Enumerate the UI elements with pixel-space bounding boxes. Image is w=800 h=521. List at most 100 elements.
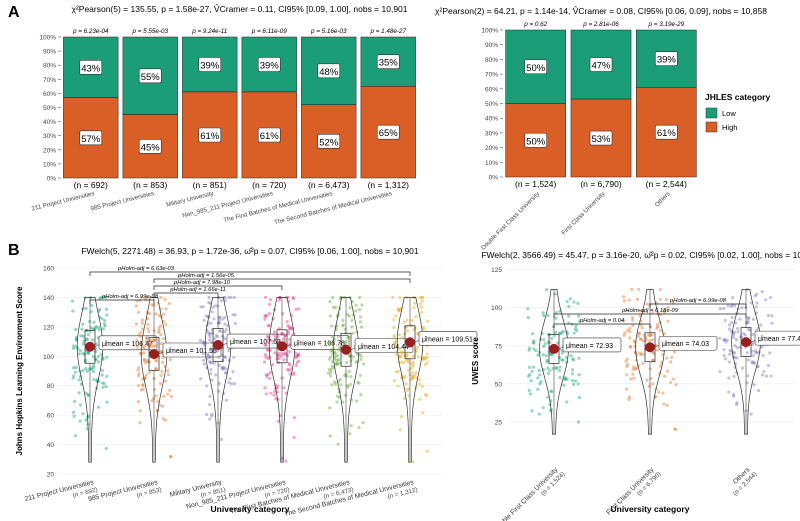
data-point (279, 354, 284, 358)
data-point (206, 330, 210, 335)
mean-label-box (754, 330, 800, 346)
data-point (272, 330, 277, 334)
data-point (527, 374, 531, 379)
data-point (223, 315, 227, 319)
data-point (153, 387, 157, 392)
data-point (557, 355, 562, 360)
data-point (549, 389, 553, 393)
data-point (145, 336, 149, 340)
mean-label: μ̂mean = 107.63 (230, 339, 281, 346)
data-point (423, 393, 427, 397)
data-point (140, 321, 145, 325)
y-tick-label: 20% (43, 147, 56, 154)
data-point (546, 371, 550, 376)
data-point (163, 297, 167, 302)
data-point (156, 400, 160, 404)
data-point (156, 330, 161, 335)
data-point (666, 305, 670, 310)
data-point (420, 299, 424, 303)
data-point (232, 355, 236, 360)
mean-label-connector (558, 346, 564, 350)
data-point (83, 358, 88, 362)
y-tick-label: 40% (43, 119, 56, 126)
data-point (71, 376, 75, 380)
mean-label-connector (750, 339, 756, 343)
data-point (625, 328, 630, 333)
data-point (291, 372, 296, 377)
category-label: Others (654, 190, 672, 208)
data-point (263, 317, 267, 321)
data-point (632, 376, 636, 380)
violin-outline (332, 297, 360, 463)
data-point (209, 367, 213, 372)
data-point (327, 357, 332, 361)
data-point (281, 312, 285, 316)
data-point (530, 409, 534, 413)
y-tick-label: 40% (485, 116, 498, 123)
data-point (136, 400, 141, 404)
data-point (216, 321, 220, 325)
data-point (199, 377, 203, 381)
data-point (422, 357, 426, 361)
data-point (359, 357, 363, 361)
data-point (394, 314, 398, 318)
data-point (746, 358, 750, 362)
data-point (551, 325, 556, 329)
data-point (732, 351, 737, 355)
data-point (104, 295, 108, 300)
data-label-low: 48% (319, 67, 339, 78)
data-point (658, 287, 663, 292)
data-point (283, 333, 287, 338)
data-point (233, 321, 237, 326)
p-value-label: p = 9.24e-11 (191, 28, 227, 35)
violin-outline (396, 297, 424, 463)
data-point (333, 354, 337, 359)
data-point (527, 365, 532, 369)
data-point (733, 304, 737, 308)
p-value-label: p = 6.23e-04 (72, 28, 109, 35)
data-point (669, 380, 673, 385)
data-point (164, 379, 168, 383)
data-point (766, 363, 771, 368)
data-point (166, 372, 171, 377)
data-point (208, 417, 212, 421)
data-point (627, 298, 631, 302)
data-point (199, 305, 203, 309)
data-point (756, 364, 760, 369)
data-point (394, 370, 398, 374)
data-point (350, 325, 354, 329)
data-point (550, 336, 554, 340)
data-point (420, 295, 424, 300)
panel-b-left-chart: FWelch(5, 2271.48) = 36.93, p = 1.72e-36… (15, 246, 478, 518)
data-point (650, 338, 655, 342)
data-point (752, 383, 756, 387)
data-point (145, 359, 150, 363)
comparison-bracket (89, 299, 155, 304)
data-label-high: 61% (657, 128, 677, 139)
data-point (398, 354, 402, 358)
y-axis-label: UWES score (471, 337, 480, 385)
data-point (634, 366, 639, 370)
data-point (625, 364, 629, 369)
n-label: (n = 851) (193, 180, 227, 190)
data-point (425, 449, 429, 453)
jitter-points (134, 295, 173, 459)
data-point (208, 361, 213, 365)
data-point (210, 349, 214, 353)
comparison-bracket (153, 278, 411, 283)
data-point (399, 414, 404, 419)
data-point (335, 354, 339, 358)
data-point (565, 299, 569, 304)
data-point (424, 356, 428, 360)
data-point (223, 355, 228, 360)
data-point (560, 358, 564, 362)
data-point (148, 311, 152, 316)
data-point (358, 320, 362, 324)
data-point (663, 374, 667, 378)
data-point (297, 352, 301, 356)
data-point (92, 369, 96, 374)
data-point (651, 358, 655, 362)
data-label-high: 61% (200, 131, 220, 142)
data-point (157, 313, 162, 318)
data-point (159, 341, 164, 346)
